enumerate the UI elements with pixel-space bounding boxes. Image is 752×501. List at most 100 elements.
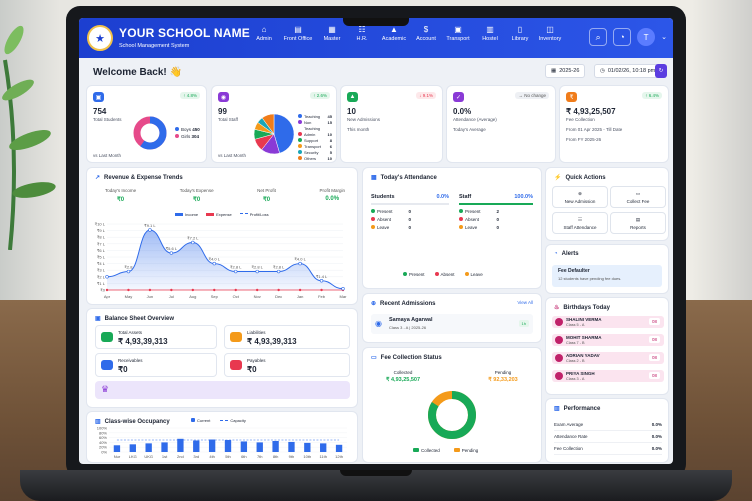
- nav-item-admin[interactable]: ⌂ Admin: [249, 24, 279, 42]
- payables-value: ₹0: [247, 365, 257, 374]
- liabilities-label: Liabilities: [247, 330, 266, 335]
- alerts-card: ◔ Alerts Fee Defaulter 12 students have p…: [546, 245, 668, 293]
- birthday-date: 08: [648, 336, 660, 343]
- admissions-label: New Admissions: [347, 117, 381, 122]
- x-tick: 7th: [257, 454, 263, 459]
- clock-icon: ◷: [600, 68, 605, 74]
- birthday-item[interactable]: MOHIT SHARMA Class 7 - B 08: [552, 334, 664, 346]
- x-tick: 4th: [209, 454, 215, 459]
- dollar-icon: $: [423, 25, 429, 34]
- stat-value: ₹0: [262, 197, 271, 203]
- session-selector[interactable]: ▦ 2025-26: [545, 64, 586, 78]
- nav-item-hostel[interactable]: ▥ Hostel: [475, 24, 505, 42]
- legend-capacity: Capacity: [230, 418, 246, 423]
- fee-defaulter-alert[interactable]: Fee Defaulter 12 students have pending f…: [552, 265, 662, 287]
- y-tick: 20%: [99, 445, 107, 450]
- occupancy-chart: 0%20%40%60%80%100% Nur LKG UKG 1st 2nd 3rd 4th 5…: [97, 426, 347, 459]
- nav-item-front-office[interactable]: ▤ Front Office: [279, 24, 317, 42]
- avatar[interactable]: T: [637, 28, 656, 46]
- nav-item-library[interactable]: ▯ Library: [505, 24, 535, 42]
- user-icon: ◉: [375, 319, 382, 328]
- collect-fee-button[interactable]: ▭ Collect Fee: [610, 186, 666, 208]
- plant-decoration: [2, 25, 56, 250]
- recent-admission-item[interactable]: ◉ Samaya Agarwal Class 3 - A | 2025-26 1…: [371, 314, 533, 334]
- x-tick: Oct: [233, 294, 240, 299]
- x-tick: Apr: [104, 294, 111, 299]
- staff-legend-item: Non Teaching 15: [298, 120, 332, 132]
- occupancy-bar: [161, 442, 168, 452]
- home-icon: ⌂: [261, 25, 267, 34]
- nav-item-inventory[interactable]: ◫ Inventory: [535, 24, 565, 42]
- trophy-icon: ♛: [101, 384, 110, 394]
- chevron-down-icon[interactable]: ⌄: [661, 34, 667, 41]
- today-attendance-card: ▦ Today's Attendance Students 0.0% Present…: [363, 168, 541, 288]
- birthday-item[interactable]: PRIYA SINGH Class 3 - A 08: [552, 370, 664, 382]
- y-tick: 0%: [101, 450, 107, 455]
- payables-icon: [230, 360, 242, 370]
- income-point: [319, 279, 324, 283]
- bell-icon[interactable]: ◔: [613, 28, 632, 46]
- receivables-icon: [101, 360, 113, 370]
- qa-label: New Admission: [564, 198, 596, 204]
- birthday-name: ADRIAN YADAV: [566, 353, 600, 358]
- new-admission-button[interactable]: ⊕ New Admission: [552, 186, 608, 208]
- reports-button[interactable]: ▤ Reports: [610, 212, 666, 234]
- birthday-name: SHALINI VERMA: [566, 317, 602, 322]
- main-nav: ⌂ Admin ▤ Front Office ▦ Master ☷ H.R. ▲ Academic…: [249, 24, 565, 42]
- x-tick: 10th: [303, 454, 311, 459]
- pending-block: Pending ₹ 92,33,203: [473, 370, 533, 383]
- x-tick: Feb: [318, 294, 326, 299]
- school-logo: ★: [87, 25, 113, 51]
- nav-item-account[interactable]: $ Account: [411, 24, 441, 42]
- fee-line1: From 01 Apr 2025 - Till Date: [566, 127, 623, 132]
- birthday-item[interactable]: ADRIAN YADAV Class 2 - B 08: [552, 352, 664, 364]
- nav-item-academic[interactable]: ▲ Academic: [377, 24, 411, 42]
- view-all-link[interactable]: View All: [517, 300, 533, 305]
- data-label: ₹2.8 L: [251, 265, 263, 270]
- stat-label: Today's Income: [105, 188, 137, 193]
- data-label: ₹4.0 L: [209, 257, 221, 262]
- refresh-button[interactable]: ↻: [655, 64, 667, 78]
- bus-icon: ▣: [454, 25, 462, 34]
- fee-legend: Collected Pending: [413, 448, 478, 453]
- x-tick: 3rd: [193, 454, 199, 459]
- liabilities-icon: [230, 332, 242, 342]
- staff-attendance-button[interactable]: ☷ Staff Attendance: [552, 212, 608, 234]
- data-label: ₹2.8 L: [273, 265, 285, 270]
- admissions-badge: ↓ 9.1%: [416, 92, 436, 99]
- income-point: [234, 269, 238, 274]
- data-label: ₹5.6 L: [166, 246, 178, 251]
- revenue-card: ↗ Revenue & Expense Trends Today's Income…: [87, 168, 357, 304]
- search-icon[interactable]: ⌕: [589, 28, 608, 46]
- attendance-row: Present 0: [371, 208, 411, 216]
- box-icon: ◫: [546, 25, 554, 34]
- x-tick: Jul: [169, 294, 174, 299]
- income-point: [212, 261, 216, 266]
- occupancy-title: Class-wise Occupancy: [104, 418, 170, 425]
- income-point: [126, 269, 131, 274]
- staff-label: Total Staff: [218, 117, 238, 122]
- students-value: 754: [93, 107, 107, 116]
- income-area: [107, 229, 343, 290]
- admissions-footer: This month: [347, 127, 370, 132]
- nav-item-transport[interactable]: ▣ Transport: [441, 24, 475, 42]
- assets-value: ₹ 4,93,39,313: [118, 337, 168, 346]
- nav-item-h-r-[interactable]: ☷ H.R.: [347, 24, 377, 42]
- birthday-item[interactable]: SHALINI VERMA Class 5 - A 08: [552, 316, 664, 328]
- pending-value: ₹ 92,33,203: [488, 377, 518, 383]
- staff-legend-item: Transport 6: [298, 144, 332, 150]
- liabilities-box: Liabilities ₹ 4,93,39,313: [224, 325, 350, 349]
- nav-item-master[interactable]: ▦ Master: [317, 24, 347, 42]
- calendar-icon: ▦: [551, 68, 557, 74]
- collected-value: ₹ 4,93,25,507: [385, 377, 421, 383]
- nav-label: Inventory: [538, 36, 562, 42]
- occupancy-bar: [288, 441, 295, 452]
- stat-item: Profit Margin 0.0%: [319, 188, 345, 203]
- birthdays-title: Birthdays Today: [563, 304, 610, 311]
- x-tick: Nov: [254, 294, 261, 299]
- nav-label: Account: [416, 36, 436, 42]
- pending-label: Pending: [494, 370, 512, 375]
- y-tick: ₹4 L: [97, 261, 106, 266]
- income-point: [191, 240, 195, 245]
- fee-donut: [428, 391, 476, 439]
